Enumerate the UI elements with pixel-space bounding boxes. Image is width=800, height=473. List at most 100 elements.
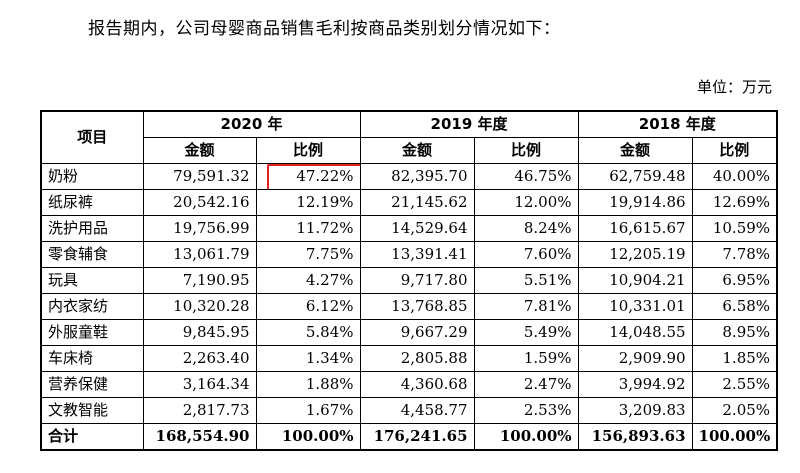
category-name: 玩具 [40,267,144,294]
amount-cell: 3,994.92 [577,371,693,398]
amount-header: 金额 [142,137,257,164]
ratio-cell: 40.00% [691,163,778,190]
item-header: 项目 [40,110,144,164]
table-row: 外服童鞋 9,845.95 5.84% 9,667.29 5.49% 14,048.55 8… [40,319,778,346]
category-name: 车床椅 [40,345,144,372]
ratio-cell: 100.00% [691,423,778,451]
unit-label: 单位：万元 [696,78,772,96]
amount-cell: 19,756.99 [142,215,257,242]
amount-cell: 10,904.21 [577,267,693,294]
amount-cell: 82,395.70 [359,163,475,190]
ratio-header: 比例 [255,137,361,164]
amount-cell: 79,591.32 [142,163,257,190]
amount-cell: 14,048.55 [577,319,693,346]
amount-cell: 62,759.48 [577,163,693,190]
amount-cell: 2,805.88 [359,345,475,372]
ratio-cell: 1.59% [473,345,579,372]
ratio-cell: 7.81% [473,293,579,320]
ratio-cell: 100.00% [473,423,579,451]
amount-cell: 168,554.90 [142,423,257,451]
table-row: 文教智能 2,817.73 1.67% 4,458.77 2.53% 3,209.83 2.… [40,397,778,424]
ratio-header: 比例 [691,137,778,164]
ratio-cell: 1.67% [255,397,361,424]
amount-cell: 2,909.90 [577,345,693,372]
table-row: 奶粉 79,591.32 47.22% 82,395.70 46.75% 62,759.4… [40,163,778,190]
category-name: 文教智能 [40,397,144,424]
ratio-cell: 6.95% [691,267,778,294]
amount-header: 金额 [577,137,693,164]
category-name: 内衣家纺 [40,293,144,320]
amount-cell: 156,893.63 [577,423,693,451]
ratio-cell: 1.85% [691,345,778,372]
category-name: 营养保健 [40,371,144,398]
ratio-cell: 6.58% [691,293,778,320]
amount-cell: 9,717.80 [359,267,475,294]
year-header-2018: 2018 年度 [577,110,778,138]
ratio-header: 比例 [473,137,579,164]
amount-cell: 7,190.95 [142,267,257,294]
table-row: 玩具 7,190.95 4.27% 9,717.80 5.51% 10,904.21 6.9… [40,267,778,294]
amount-cell: 3,164.34 [142,371,257,398]
table-row: 零食辅食 13,061.79 7.75% 13,391.41 7.60% 12,205.1… [40,241,778,268]
ratio-cell: 46.75% [473,163,579,190]
ratio-cell: 2.05% [691,397,778,424]
category-name: 纸尿裤 [40,189,144,216]
gross-profit-table: 项目 2020 年 2019 年度 2018 年度 金额 比例 金额 比例 金额… [40,110,779,451]
total-row: 合计 168,554.90 100.00% 176,241.65 100.00% 156,… [40,423,778,451]
amount-cell: 10,320.28 [142,293,257,320]
amount-header: 金额 [359,137,475,164]
amount-cell: 16,615.67 [577,215,693,242]
amount-cell: 9,845.95 [142,319,257,346]
ratio-cell: 10.59% [691,215,778,242]
ratio-cell: 1.34% [255,345,361,372]
table-row: 内衣家纺 10,320.28 6.12% 13,768.85 7.81% 10,331.0… [40,293,778,320]
total-label: 合计 [40,423,144,451]
category-name: 洗护用品 [40,215,144,242]
amount-cell: 10,331.01 [577,293,693,320]
ratio-cell: 7.75% [255,241,361,268]
category-name: 零食辅食 [40,241,144,268]
amount-cell: 21,145.62 [359,189,475,216]
year-header-2020: 2020 年 [142,110,361,138]
ratio-cell: 6.12% [255,293,361,320]
amount-cell: 4,458.77 [359,397,475,424]
amount-cell: 4,360.68 [359,371,475,398]
ratio-cell: 5.49% [473,319,579,346]
table-row: 营养保健 3,164.34 1.88% 4,360.68 2.47% 3,994.92 2.… [40,371,778,398]
year-header-2019: 2019 年度 [359,110,579,138]
amount-cell: 13,391.41 [359,241,475,268]
amount-cell: 13,768.85 [359,293,475,320]
ratio-cell: 7.60% [473,241,579,268]
intro-text: 报告期内，公司母婴商品销售毛利按商品类别划分情况如下： [88,19,561,39]
amount-cell: 9,667.29 [359,319,475,346]
highlighted-ratio-value: 47.22% [296,167,354,185]
category-name: 奶粉 [40,163,144,190]
table-row: 洗护用品 19,756.99 11.72% 14,529.64 8.24% 16,615.… [40,215,778,242]
ratio-cell: 4.27% [255,267,361,294]
ratio-cell: 12.69% [691,189,778,216]
amount-cell: 13,061.79 [142,241,257,268]
ratio-cell: 2.53% [473,397,579,424]
amount-cell: 2,263.40 [142,345,257,372]
table-row: 纸尿裤 20,542.16 12.19% 21,145.62 12.00% 19,914.… [40,189,778,216]
ratio-cell: 5.51% [473,267,579,294]
ratio-cell: 5.84% [255,319,361,346]
amount-cell: 19,914.86 [577,189,693,216]
ratio-cell: 8.95% [691,319,778,346]
ratio-cell: 11.72% [255,215,361,242]
ratio-cell: 1.88% [255,371,361,398]
ratio-cell: 2.55% [691,371,778,398]
table-row: 车床椅 2,263.40 1.34% 2,805.88 1.59% 2,909.90 1.8… [40,345,778,372]
amount-cell: 14,529.64 [359,215,475,242]
ratio-cell: 12.00% [473,189,579,216]
ratio-cell: 7.78% [691,241,778,268]
amount-cell: 12,205.19 [577,241,693,268]
amount-cell: 3,209.83 [577,397,693,424]
ratio-cell: 8.24% [473,215,579,242]
category-name: 外服童鞋 [40,319,144,346]
amount-cell: 20,542.16 [142,189,257,216]
ratio-cell: 12.19% [255,189,361,216]
ratio-cell: 100.00% [255,423,361,451]
ratio-cell: 2.47% [473,371,579,398]
amount-cell: 2,817.73 [142,397,257,424]
